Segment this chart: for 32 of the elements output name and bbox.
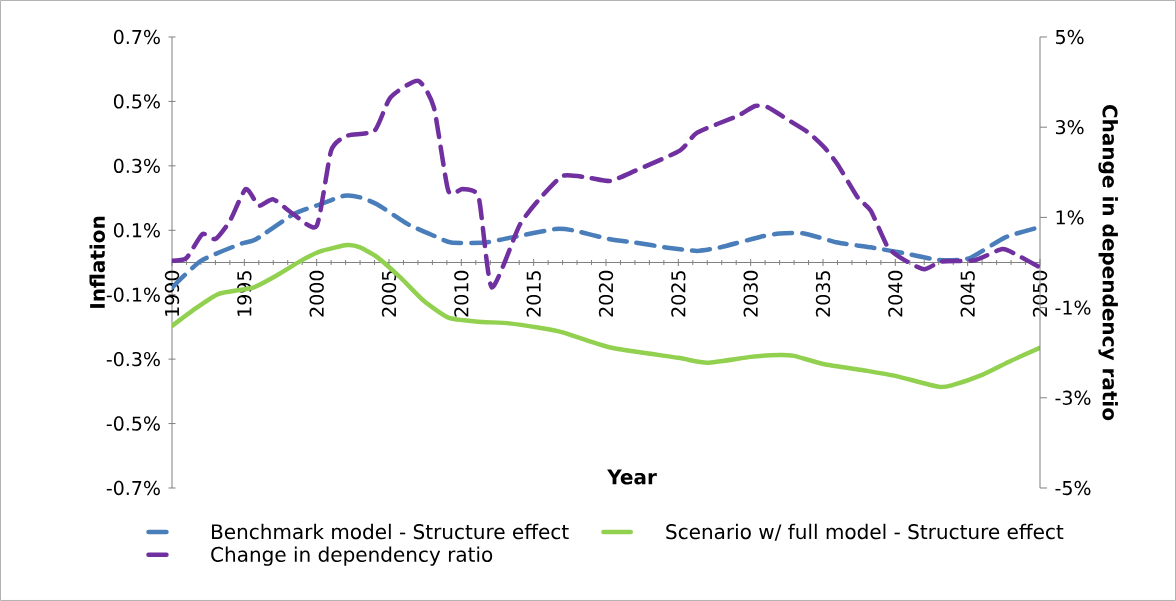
x-tick-label: 1990 [164, 270, 180, 316]
x-tick-label: 2050 [1032, 270, 1048, 317]
y-tick-label: 0.1% [113, 223, 160, 238]
x-tick-label: 2030 [743, 270, 758, 317]
y2-tick-label: 5% [1055, 29, 1084, 45]
y-tick-label: -0.3% [106, 351, 160, 367]
x-tick-label: 2015 [526, 271, 541, 317]
x-tick-label: 2005 [381, 271, 397, 317]
y-tick-label: 0.7% [113, 29, 160, 45]
x-tick-label: 2025 [671, 271, 686, 317]
x-tick-label: 2045 [960, 271, 975, 317]
y2-tick-label: 1% [1056, 210, 1084, 225]
y-tick-label: 0.5% [113, 94, 160, 109]
y2-axis-title: Change in dependency ratio [1098, 104, 1118, 421]
y2-tick-label: 3% [1055, 120, 1084, 135]
y-tick-label: -0.1% [106, 287, 160, 302]
x-tick-label: 2000 [309, 270, 324, 317]
x-tick-label: 2020 [598, 270, 614, 317]
x-tick-label: 2040 [888, 270, 903, 317]
y2-tick-label: -3% [1055, 390, 1091, 405]
legend-label: Benchmark model - Structure effect [212, 523, 569, 540]
y-axis-title: Inflation [89, 216, 105, 308]
x-tick-label: 2010 [454, 270, 469, 317]
x-axis-title: Year [607, 469, 657, 485]
x-tick-label: 2035 [815, 271, 831, 317]
legend-label: Scenario w/ full model - Structure effect [666, 523, 1064, 541]
y-tick-label: -0.5% [106, 416, 160, 431]
y-tick-label: -0.7% [106, 480, 160, 496]
y2-tick-label: -1% [1055, 300, 1091, 315]
y2-tick-label: -5% [1055, 480, 1091, 496]
y-tick-label: 0.3% [113, 158, 160, 174]
legend-label: Change in dependency ratio [211, 546, 493, 566]
